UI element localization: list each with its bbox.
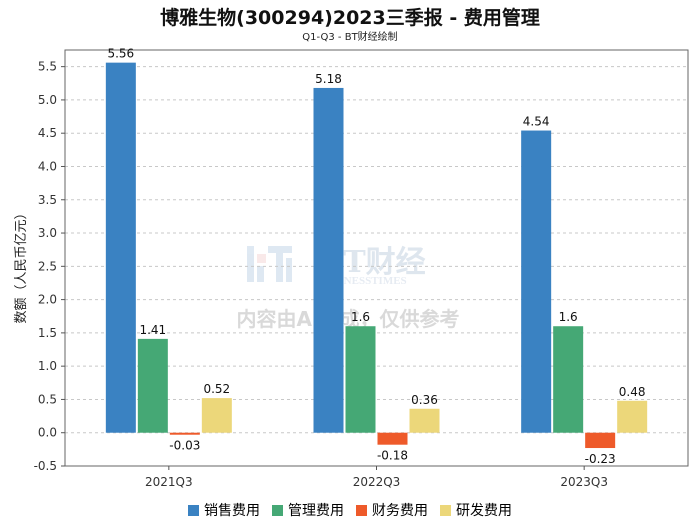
y-tick-label: 2.0	[38, 293, 57, 307]
legend-item: 销售费用	[188, 500, 260, 520]
legend: 销售费用 管理费用 财务费用 研发费用	[0, 500, 700, 520]
data-label: 1.6	[559, 310, 578, 324]
bar-1-2022q3	[313, 87, 344, 433]
legend-swatch	[440, 504, 451, 516]
y-tick-label: 3.0	[38, 226, 57, 240]
data-label: 1.6	[351, 310, 370, 324]
data-label: 4.54	[523, 115, 550, 129]
watermark-logo-icon	[247, 246, 292, 282]
legend-label: 销售费用	[204, 503, 260, 519]
bars	[105, 62, 648, 449]
y-tick-label: 0.0	[38, 426, 57, 440]
bar-4-2021q3	[201, 398, 232, 433]
chart-subtitle: Q1-Q3 - BT财经绘制	[302, 32, 398, 43]
legend-item: 研发费用	[440, 500, 512, 520]
bar-4-2023q3	[617, 400, 648, 433]
y-axis-label: 数额（人民币亿元）	[14, 206, 29, 323]
axes: -0.5 0.0 0.5 1.0 1.5 2.0 2.5 3.0 3.5 4.0 4.5 5.0 5.5…	[34, 49, 689, 489]
bar-3-2021q3	[169, 432, 200, 435]
y-tick-label: -0.5	[34, 459, 57, 473]
data-labels: 5.56 1.41 -0.03 0.52 5.18 1.6 -0.18 0.36 4.54 1.6…	[107, 47, 645, 466]
bar-3-2022q3	[377, 432, 408, 445]
legend-item: 管理费用	[272, 500, 344, 520]
y-tick-label: 1.0	[38, 359, 57, 373]
legend-label: 管理费用	[288, 503, 344, 519]
chart-title: 博雅生物(300294)2023三季报 - 费用管理	[160, 7, 540, 29]
legend-label: 财务费用	[372, 503, 428, 519]
y-tick-label: 4.0	[38, 159, 57, 173]
y-tick-label: 5.5	[38, 60, 57, 74]
x-tick-label: 2022Q3	[353, 475, 401, 489]
legend-label: 研发费用	[456, 503, 512, 519]
bar-4-2022q3	[409, 408, 440, 433]
y-tick-label: 1.5	[38, 326, 57, 340]
bar-2-2021q3	[137, 338, 168, 433]
watermark: BT财经 BUSINESSTIMES 内容由AI生成，仅供参考	[237, 245, 460, 331]
bar-1-2021q3	[105, 62, 136, 433]
legend-swatch	[356, 504, 367, 516]
data-label: 1.41	[139, 323, 166, 337]
bar-2-2023q3	[553, 326, 584, 433]
bar-1-2023q3	[521, 130, 552, 433]
bar-2-2022q3	[345, 326, 376, 433]
data-label: 0.48	[619, 385, 646, 399]
data-label: -0.03	[169, 439, 200, 453]
data-label: 5.56	[107, 47, 134, 61]
y-tick-label: 4.5	[38, 126, 57, 140]
data-label: 5.18	[315, 72, 342, 86]
x-tick-label: 2021Q3	[145, 475, 193, 489]
legend-swatch	[188, 504, 199, 516]
y-tick-label: 0.5	[38, 392, 57, 406]
bar-chart: BT财经 BUSINESSTIMES 内容由AI生成，仅供参考 -0.5 0.0 0…	[14, 47, 689, 489]
data-label: -0.18	[377, 449, 408, 463]
data-label: -0.23	[585, 452, 616, 466]
data-label: 0.36	[411, 393, 438, 407]
y-tick-label: 5.0	[38, 93, 57, 107]
bar-3-2023q3	[585, 432, 616, 449]
y-tick-label: 3.5	[38, 193, 57, 207]
y-tick-label: 2.5	[38, 259, 57, 273]
legend-item: 财务费用	[356, 500, 428, 520]
legend-swatch	[272, 504, 283, 516]
x-tick-label: 2023Q3	[560, 475, 608, 489]
data-label: 0.52	[203, 382, 230, 396]
